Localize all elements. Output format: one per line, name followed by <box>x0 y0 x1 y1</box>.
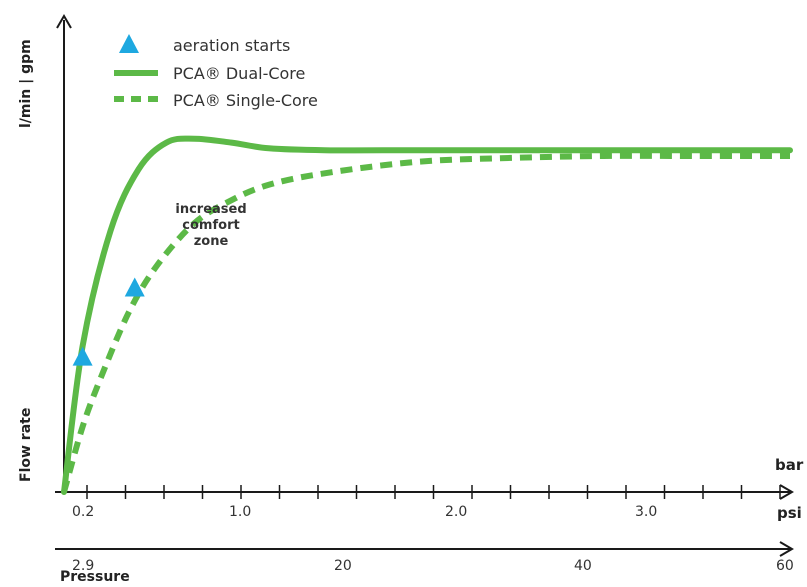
series-line-single-core <box>61 152 790 493</box>
y-axis-title: Flow rate <box>18 408 34 482</box>
psi-tick-label: 60 <box>776 558 794 574</box>
aeration-marker-icon <box>119 34 139 53</box>
bar-tick-label: 2.0 <box>445 504 467 520</box>
x-axis-bar-arrow <box>779 484 794 500</box>
annotation-line-3: zone <box>194 234 229 249</box>
bar-tick-label: 1.0 <box>229 504 251 520</box>
y-axis-arrow <box>56 14 72 29</box>
bar-unit-label: bar <box>775 456 804 474</box>
aeration-marker <box>124 277 145 297</box>
x-axis-psi-arrow <box>779 541 794 557</box>
y-unit-label: l/min | gpm <box>18 39 34 128</box>
annotation-line-2: comfort <box>182 218 239 233</box>
x-axis-title: Pressure <box>60 569 130 585</box>
series-line-dual-core <box>61 135 793 495</box>
annotation-line-1: increased <box>175 202 246 217</box>
aeration-markers <box>72 277 145 366</box>
psi-unit-label: psi <box>777 504 802 522</box>
legend: aeration starts PCA® Dual-Core PCA® Sing… <box>114 34 318 110</box>
psi-tick-label: 2.9 <box>72 558 94 574</box>
psi-tick-label: 20 <box>334 558 352 574</box>
bar-tick-label: 3.0 <box>635 504 657 520</box>
bar-tick-label: 0.2 <box>72 504 94 520</box>
legend-label-aeration: aeration starts <box>173 36 290 55</box>
legend-label-single-core: PCA® Single-Core <box>173 91 318 110</box>
legend-label-dual-core: PCA® Dual-Core <box>173 64 305 83</box>
psi-tick-label: 40 <box>574 558 592 574</box>
aeration-marker <box>72 346 93 366</box>
bar-minor-ticks <box>86 485 781 499</box>
